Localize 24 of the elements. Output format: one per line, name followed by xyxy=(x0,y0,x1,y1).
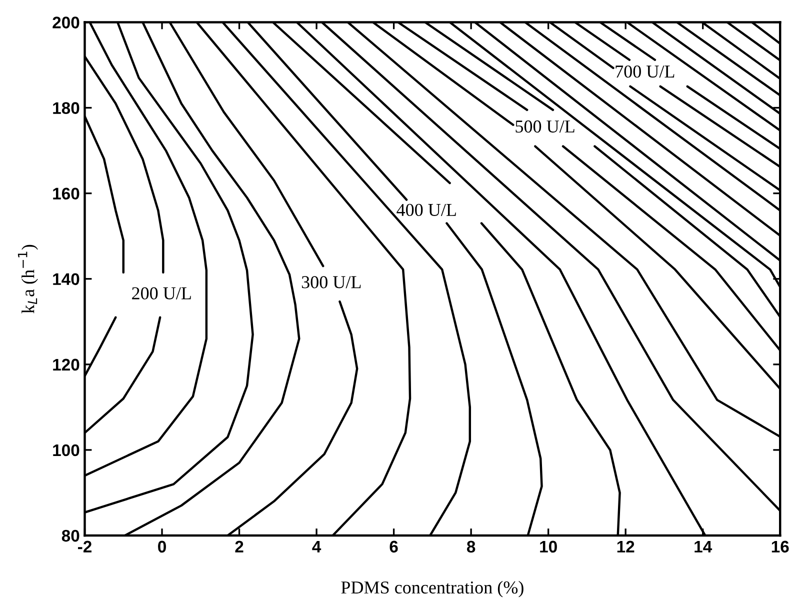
y-tick-label: 120 xyxy=(53,358,80,371)
x-tick-label: 16 xyxy=(772,540,789,553)
series-label: 300 U/L xyxy=(302,276,361,288)
x-tick-label: 12 xyxy=(617,540,634,552)
x-tick-label: -2 xyxy=(78,540,92,552)
y-tick-label: 160 xyxy=(53,188,80,200)
x-tick-label: 2 xyxy=(235,540,244,552)
x-tick-label: 0 xyxy=(158,540,166,553)
y-tick-label: 140 xyxy=(53,273,80,286)
series-label: 500 U/L xyxy=(516,120,574,133)
x-tick-label: 4 xyxy=(312,540,322,552)
y-axis-title: k$_{L}$a (h$^{−1}$) xyxy=(18,244,38,314)
series-label: 400 U/L xyxy=(396,204,456,216)
x-tick-label: 8 xyxy=(466,540,476,553)
x-tick-label: 14 xyxy=(694,540,712,552)
series-label: 700 U/L xyxy=(616,65,674,78)
y-tick-label: 200 xyxy=(52,16,80,28)
y-tick-label: 100 xyxy=(53,444,80,456)
y-tick-label: 80 xyxy=(62,530,80,542)
x-axis-title: PDMS concentration (%) xyxy=(341,580,524,598)
series-label: 200 U/L xyxy=(132,287,191,300)
x-tick-label: 6 xyxy=(390,540,398,553)
y-tick-label: 180 xyxy=(53,102,80,114)
x-tick-label: 10 xyxy=(540,540,557,553)
